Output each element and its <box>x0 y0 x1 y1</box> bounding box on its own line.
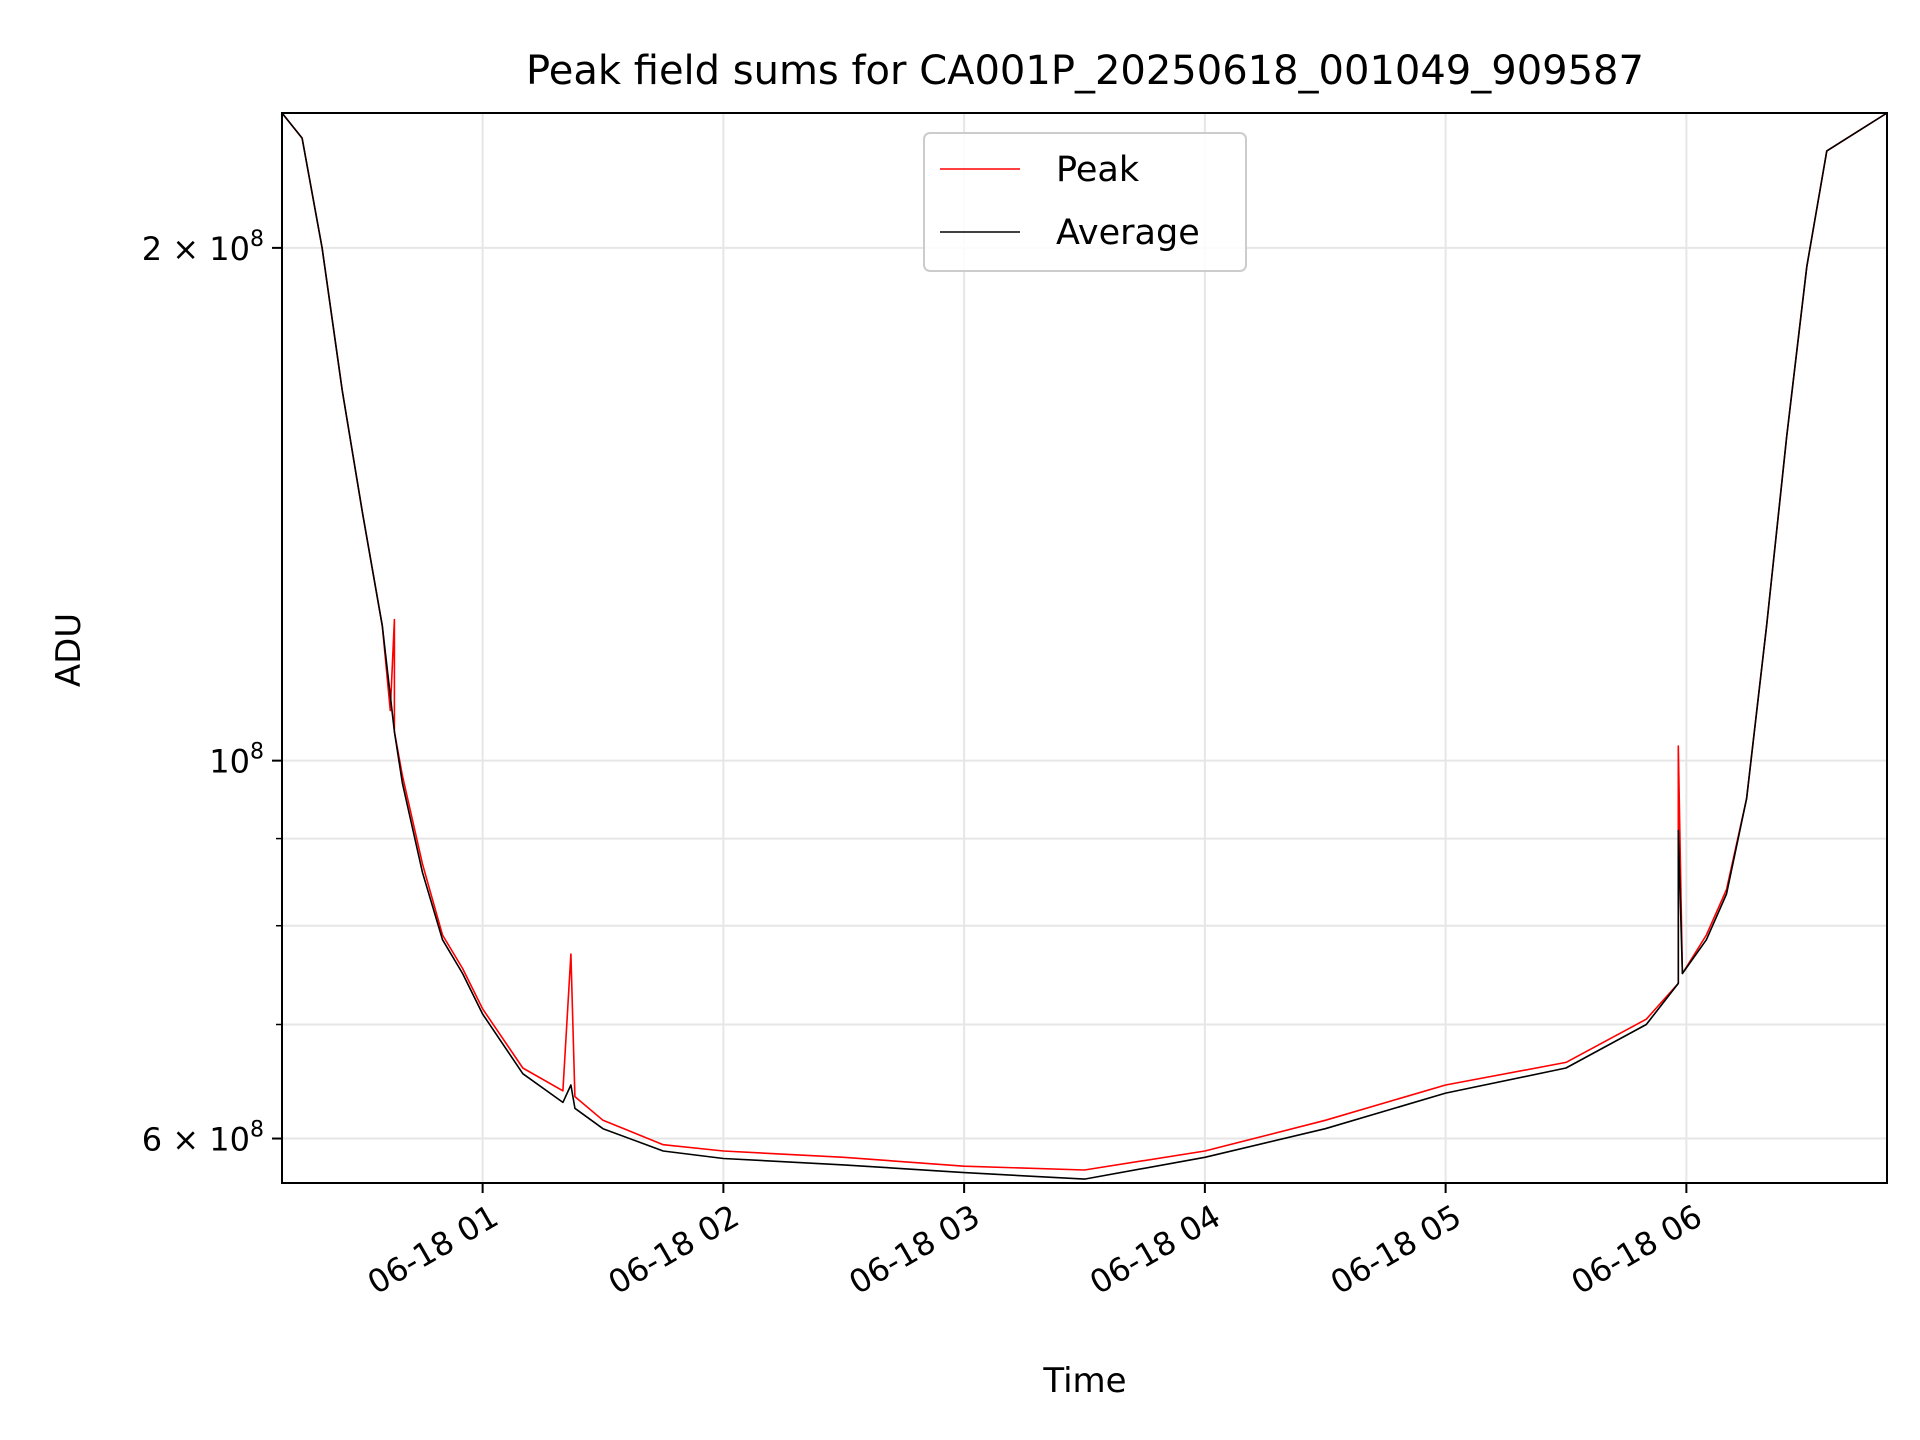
series-line-peak <box>281 112 1888 1171</box>
legend-label-peak: Peak <box>1056 150 1140 190</box>
y-tick-label-coef: 2 × <box>142 230 210 268</box>
x-axis-label: Time <box>1042 1361 1126 1401</box>
legend: Peak Average <box>923 132 1247 272</box>
y-tick-label: 2 × 108 <box>142 227 264 268</box>
legend-box <box>923 132 1247 272</box>
plot-frame <box>281 112 1888 1184</box>
chart-title: Peak field sums for CA001P_20250618_0010… <box>526 48 1644 94</box>
series-line-average <box>281 112 1888 1180</box>
y-tick-label-base: 10 <box>209 743 250 781</box>
y-axis-label: ADU <box>49 613 89 687</box>
y-tick-label-base: 10 <box>209 230 250 268</box>
y-tick-label-coef: 6 × <box>142 1121 210 1159</box>
y-tick-label-base: 10 <box>209 1121 250 1159</box>
legend-label-average: Average <box>1056 213 1200 253</box>
y-tick-label-exponent: 8 <box>250 227 264 252</box>
y-tick-label: 6 × 108 <box>142 1118 264 1159</box>
series-layer <box>281 112 1888 1180</box>
y-tick-label-exponent: 8 <box>250 740 264 765</box>
y-tick-label-exponent: 8 <box>250 1118 264 1143</box>
y-tick-label: 108 <box>209 740 264 781</box>
grid <box>282 113 1887 1183</box>
